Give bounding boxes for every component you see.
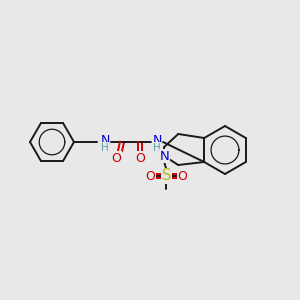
Text: O: O xyxy=(177,169,187,182)
Text: S: S xyxy=(161,169,171,184)
Text: N: N xyxy=(159,149,169,163)
Text: H: H xyxy=(153,143,161,153)
Text: N: N xyxy=(152,134,162,148)
Text: O: O xyxy=(135,152,145,164)
Text: H: H xyxy=(101,143,109,153)
Text: O: O xyxy=(145,169,155,182)
Text: O: O xyxy=(111,152,121,164)
Text: N: N xyxy=(100,134,110,148)
